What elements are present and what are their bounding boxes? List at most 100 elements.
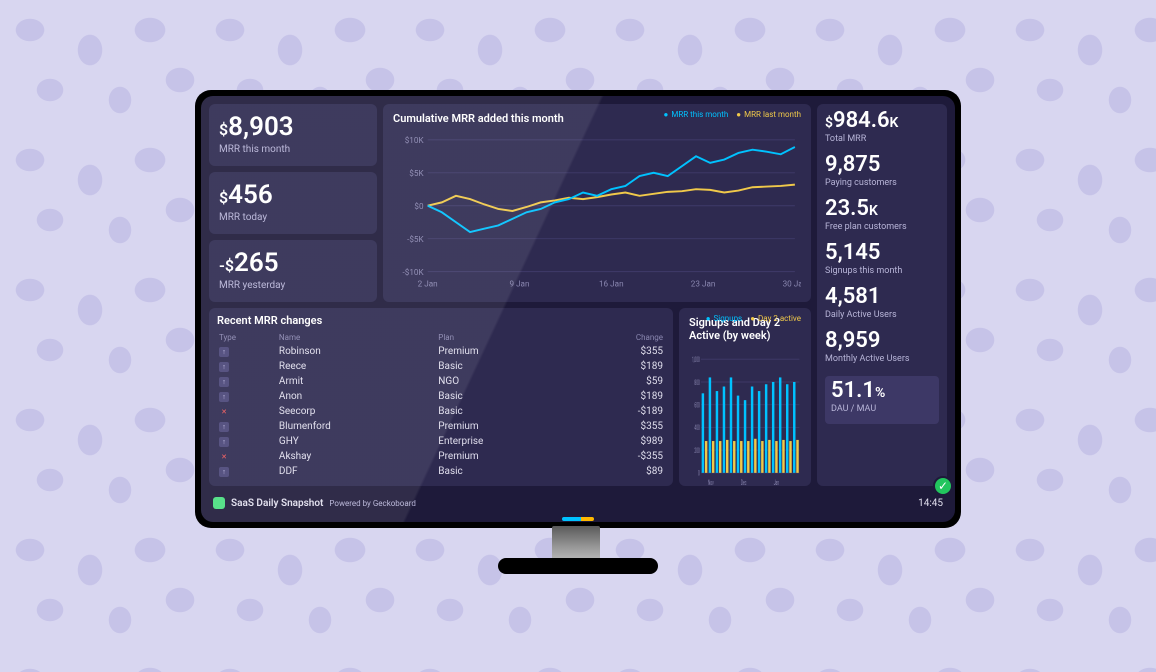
cell-change: $89 — [576, 464, 665, 479]
right-metrics: $984.6K Total MRR 9,875 Paying customers… — [817, 104, 947, 486]
cell-name: DDF — [277, 464, 436, 479]
legend-item: MRR last month — [736, 110, 801, 119]
signups-chart-card: Signups and Day 2 Active (by week) Signu… — [679, 308, 811, 486]
metric-value: 23.5 — [825, 196, 869, 221]
cell-name: Armit — [277, 374, 436, 389]
table-header: Name — [277, 331, 436, 344]
metric-value: 5,145 — [825, 240, 880, 265]
mrr-chart-card: Cumulative MRR added this month MRR this… — [383, 104, 811, 302]
cell-plan: Basic — [436, 404, 576, 419]
metric-label: Monthly Active Users — [825, 354, 939, 364]
cell-plan: Enterprise — [436, 434, 576, 449]
cell-plan: Premium — [436, 419, 576, 434]
signups-legend: Signups Day 2 active — [706, 314, 801, 323]
metric-label: MRR today — [219, 212, 367, 223]
cell-plan: NGO — [436, 374, 576, 389]
cell-name: Anon — [277, 389, 436, 404]
svg-text:$5K: $5K — [409, 168, 424, 179]
table-row: ↑ DDF Basic $89 — [217, 464, 665, 479]
legend-item: MRR this month — [664, 110, 729, 119]
cell-name: Akshay — [277, 449, 436, 464]
cell-name: Reece — [277, 359, 436, 374]
svg-text:$0: $0 — [414, 201, 423, 212]
svg-text:-$10K: -$10K — [402, 267, 424, 278]
mrr-changes-table: TypeNamePlanChange ↑ Robinson Premium $3… — [217, 331, 665, 479]
table-title: Recent MRR changes — [217, 314, 665, 327]
upgrade-icon: ↑ — [219, 347, 229, 357]
cancel-icon: ✕ — [219, 407, 229, 417]
metric-signups-month: 5,145 Signups this month — [825, 242, 939, 282]
svg-text:Dec: Dec — [741, 480, 746, 488]
metric-value: 984.6 — [833, 108, 890, 133]
metric-mrr-month: $8,903 MRR this month — [209, 104, 377, 166]
cancel-icon: ✕ — [219, 452, 229, 462]
upgrade-icon: ↑ — [219, 437, 229, 447]
svg-text:800: 800 — [694, 380, 699, 388]
metric-label: Daily Active Users — [825, 310, 939, 320]
cell-plan: Premium — [436, 449, 576, 464]
table-row: ✕ Akshay Premium -$355 — [217, 449, 665, 464]
table-row: ↑ Blumenford Premium $355 — [217, 419, 665, 434]
monitor-stand-neck — [552, 526, 600, 562]
metric-mrr-yesterday: -$265 MRR yesterday — [209, 240, 377, 302]
table-row: ✕ Seecorp Basic -$189 — [217, 404, 665, 419]
metric-prefix: $ — [825, 115, 833, 131]
metric-label: Signups this month — [825, 266, 939, 276]
cell-change: -$355 — [576, 449, 665, 464]
cell-name: Seecorp — [277, 404, 436, 419]
cell-plan: Basic — [436, 464, 576, 479]
metric-paying-customers: 9,875 Paying customers — [825, 154, 939, 194]
metric-value: 8,903 — [228, 112, 294, 142]
cell-plan: Basic — [436, 389, 576, 404]
metric-mau: 8,959 Monthly Active Users — [825, 330, 939, 370]
footer: SaaS Daily Snapshot Powered by Geckoboar… — [209, 492, 947, 514]
signups-chart: 1,0008006004002000NovDecJan — [689, 346, 801, 488]
metric-label: Paying customers — [825, 178, 939, 188]
legend-item: Signups — [706, 314, 742, 323]
svg-text:Nov: Nov — [708, 480, 714, 488]
table-row: ↑ Reece Basic $189 — [217, 359, 665, 374]
dashboard-screen: $8,903 MRR this month $456 MRR today -$2… — [201, 96, 955, 522]
svg-text:23 Jan: 23 Jan — [691, 279, 716, 289]
metric-suffix: K — [869, 203, 878, 219]
metric-suffix: K — [890, 115, 899, 131]
metric-prefix: $ — [219, 120, 228, 139]
mrr-legend: MRR this month MRR last month — [664, 110, 802, 119]
metric-mrr-today: $456 MRR today — [209, 172, 377, 234]
dashboard-title: SaaS Daily Snapshot — [231, 498, 323, 509]
cell-plan: Basic — [436, 359, 576, 374]
cell-change: $355 — [576, 419, 665, 434]
powered-by: Powered by Geckoboard — [329, 499, 415, 508]
legend-item: Day 2 active — [750, 314, 801, 323]
metric-label: Total MRR — [825, 134, 939, 144]
metric-label: Free plan customers — [825, 222, 939, 232]
table-header: Change — [576, 331, 665, 344]
upgrade-icon: ↑ — [219, 422, 229, 432]
mrr-chart: $10K$5K$0-$5K-$10K2 Jan9 Jan16 Jan23 Jan… — [393, 129, 801, 291]
metric-dau: 4,581 Daily Active Users — [825, 286, 939, 326]
svg-text:1,000: 1,000 — [692, 357, 700, 365]
cell-change: $189 — [576, 359, 665, 374]
svg-text:0: 0 — [698, 470, 700, 478]
metric-label: MRR yesterday — [219, 280, 367, 291]
svg-text:2 Jan: 2 Jan — [418, 279, 438, 289]
monitor-stand-base — [498, 558, 658, 574]
svg-text:-$5K: -$5K — [407, 234, 424, 245]
metric-dau-mau: 51.1% DAU / MAU — [825, 376, 939, 424]
table-row: ↑ Armit NGO $59 — [217, 374, 665, 389]
table-row: ↑ GHY Enterprise $989 — [217, 434, 665, 449]
cell-name: Blumenford — [277, 419, 436, 434]
metric-prefix: -$ — [219, 256, 234, 275]
svg-text:Jan: Jan — [774, 480, 779, 488]
geckoboard-logo-icon — [213, 497, 225, 509]
svg-text:400: 400 — [694, 425, 699, 433]
table-row: ↑ Robinson Premium $355 — [217, 344, 665, 359]
monitor-frame: $8,903 MRR this month $456 MRR today -$2… — [195, 90, 961, 528]
svg-text:9 Jan: 9 Jan — [509, 279, 529, 289]
cell-change: $59 — [576, 374, 665, 389]
upgrade-icon: ↑ — [219, 362, 229, 372]
check-badge-icon: ✓ — [933, 476, 953, 496]
cell-name: GHY — [277, 434, 436, 449]
svg-text:$10K: $10K — [405, 135, 425, 146]
cell-name: Robinson — [277, 344, 436, 359]
